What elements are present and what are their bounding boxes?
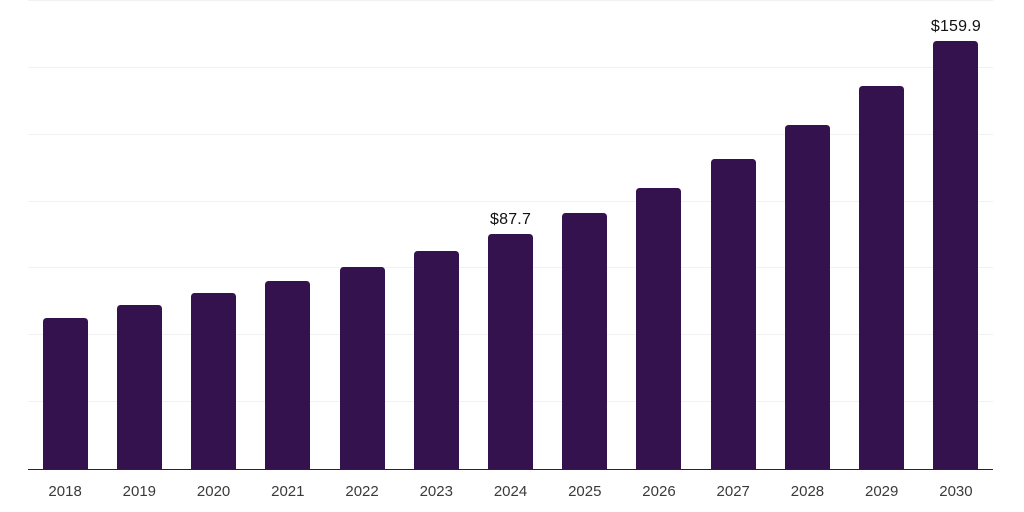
bar-2018: [42, 318, 88, 469]
x-tick-2027: 2027: [716, 483, 750, 500]
x-tick-2024: 2024: [493, 483, 528, 500]
value-label-2030: $159.9: [930, 18, 981, 36]
gridline-175: [28, 0, 993, 1]
gridline-125: [28, 133, 993, 135]
x-tick-2022: 2022: [345, 483, 379, 500]
gridline-100: [28, 200, 993, 202]
bar-slot-2027: [696, 1, 770, 469]
bar-slot-2029: [845, 1, 919, 469]
bar-2025: [562, 212, 608, 469]
bar-2022: [339, 266, 385, 469]
bars-container: $87.7 $159.9: [28, 1, 993, 469]
bar-2021: [265, 281, 311, 469]
bar-slot-2020: [176, 1, 250, 469]
bar-2029: [859, 85, 905, 469]
x-tick-2025: 2025: [568, 483, 602, 500]
x-tick-2020: 2020: [196, 483, 231, 500]
value-label-2024: $87.7: [490, 211, 532, 229]
bar-slot-2030: $159.9: [919, 1, 993, 469]
bar-2030: [933, 41, 979, 469]
bar-slot-2028: [770, 1, 844, 469]
bar-2024: [488, 234, 534, 469]
plot-area: $87.7 $159.9: [28, 0, 993, 470]
bar-slot-2022: [325, 1, 399, 469]
x-tick-2019: 2019: [122, 483, 157, 500]
bar-2020: [191, 292, 237, 469]
x-axis-labels: 2018 2019 2020 2021 2022 2023 2024 2025 2026 2027…: [28, 483, 993, 501]
gridline-150: [28, 66, 993, 68]
x-tick-2030: 2030: [939, 483, 973, 500]
x-tick-2028: 2028: [790, 483, 825, 500]
bar-slot-2023: [399, 1, 473, 469]
x-tick-2021: 2021: [271, 483, 305, 500]
bar-2026: [636, 188, 682, 469]
bar-slot-2025: [548, 1, 622, 469]
x-tick-2026: 2026: [642, 483, 676, 500]
x-tick-2023: 2023: [419, 483, 453, 500]
bar-slot-2024: $87.7: [473, 1, 547, 469]
bar-slot-2019: [102, 1, 176, 469]
bar-2023: [413, 250, 459, 469]
bar-slot-2018: [28, 1, 102, 469]
bar-slot-2026: [622, 1, 696, 469]
bar-2019: [116, 305, 162, 469]
bar-slot-2021: [251, 1, 325, 469]
bar-2027: [710, 158, 756, 469]
x-tick-2029: 2029: [865, 483, 899, 500]
x-tick-2018: 2018: [48, 483, 82, 500]
bar-2028: [784, 125, 830, 469]
